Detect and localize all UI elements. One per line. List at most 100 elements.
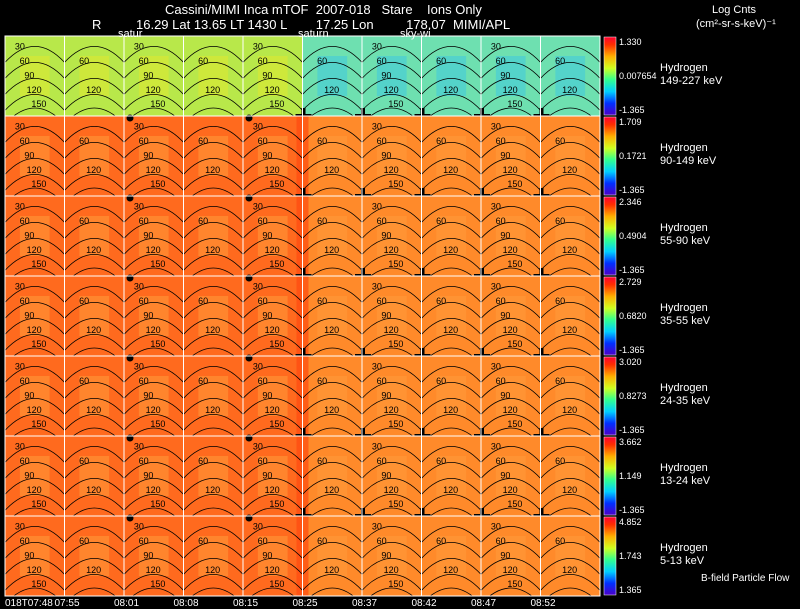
contour-label: 60	[198, 136, 208, 146]
contour-label: 120	[324, 245, 339, 255]
contour-label: 120	[324, 485, 339, 495]
contour-label: 30	[253, 42, 263, 52]
contour-label: 90	[143, 310, 153, 320]
contour-label: 120	[443, 565, 458, 575]
contour-label: 90	[143, 70, 153, 80]
contour-label: 90	[143, 550, 153, 560]
contour-label: 90	[381, 310, 391, 320]
contour-label: 150	[507, 419, 522, 429]
colorbar-max-label: 3.020	[619, 357, 642, 367]
colorbar-max-label: 3.662	[619, 437, 642, 447]
contour-label: 120	[562, 245, 577, 255]
contour-label: 30	[372, 522, 382, 532]
colorbar	[603, 436, 617, 516]
panel-energy-label: 55-90 keV	[660, 235, 711, 247]
contour-label: 60	[555, 56, 565, 66]
contour-label: 60	[555, 296, 565, 306]
colorbar-min-label: 1.365	[619, 585, 642, 595]
contour-label: 60	[258, 136, 268, 146]
contour-label: 60	[555, 136, 565, 146]
contour-label: 120	[265, 85, 280, 95]
contour-label: 150	[388, 99, 403, 109]
contour-label: 150	[31, 339, 46, 349]
panel-species-label: Hydrogen	[660, 382, 708, 394]
time-axis-label: 08:08	[173, 598, 199, 609]
contour-label: 60	[317, 296, 327, 306]
contour-label: 60	[20, 296, 30, 306]
time-axis-label: 08:15	[233, 598, 259, 609]
contour-label: 150	[269, 579, 284, 589]
contour-label: 120	[562, 405, 577, 415]
units-title: Log Cnts	[712, 4, 757, 16]
contour-label: 120	[86, 165, 101, 175]
contour-label: 90	[143, 230, 153, 240]
contour-label: 60	[258, 456, 268, 466]
contour-label: 60	[20, 456, 30, 466]
contour-label: 30	[491, 282, 501, 292]
contour-label: 60	[436, 456, 446, 466]
contour-label: 90	[500, 230, 510, 240]
contour-label: 120	[443, 85, 458, 95]
contour-label: 30	[253, 522, 263, 532]
contour-label: 60	[20, 536, 30, 546]
colorbar-min-label: -1.365	[619, 345, 645, 355]
contour-label: 150	[507, 99, 522, 109]
contour-label: 60	[258, 536, 268, 546]
contour-label: 60	[377, 456, 387, 466]
contour-label: 90	[500, 150, 510, 160]
contour-label: 90	[500, 470, 510, 480]
contour-label: 150	[31, 259, 46, 269]
contour-label: 60	[79, 136, 89, 146]
contour-label: 120	[562, 565, 577, 575]
contour-label: 60	[317, 376, 327, 386]
contour-label: 60	[258, 376, 268, 386]
contour-label: 150	[269, 419, 284, 429]
contour-label: 90	[500, 310, 510, 320]
contour-label: 60	[436, 216, 446, 226]
colorbar-max-label: 1.709	[619, 117, 642, 127]
contour-label: 30	[15, 442, 25, 452]
contour-label: 60	[198, 456, 208, 466]
contour-label: 90	[381, 70, 391, 80]
contour-label: 120	[443, 165, 458, 175]
contour-label: 90	[143, 470, 153, 480]
overlay-label: sky-wi	[400, 28, 431, 40]
contour-label: 60	[317, 456, 327, 466]
contour-label: 150	[507, 339, 522, 349]
panel-energy-label: 24-35 keV	[660, 395, 711, 407]
contour-label: 30	[253, 362, 263, 372]
contour-label: 120	[205, 485, 220, 495]
contour-label: 60	[496, 376, 506, 386]
time-axis-label: 07:55	[54, 598, 80, 609]
contour-label: 60	[317, 136, 327, 146]
contour-label: 30	[491, 522, 501, 532]
contour-label: 30	[15, 522, 25, 532]
contour-label: 150	[150, 179, 165, 189]
contour-label: 60	[79, 296, 89, 306]
colorbar-min-label: -1.365	[619, 265, 645, 275]
contour-label: 60	[436, 136, 446, 146]
contour-label: 60	[436, 376, 446, 386]
contour-label: 60	[258, 216, 268, 226]
contour-label: 120	[562, 485, 577, 495]
contour-label: 60	[377, 216, 387, 226]
time-axis-label: 08:47	[471, 598, 497, 609]
contour-label: 90	[24, 310, 34, 320]
contour-label: 120	[384, 85, 399, 95]
time-axis-label: 08:25	[292, 598, 318, 609]
contour-label: 120	[384, 325, 399, 335]
colorbar-mid-label: 0.1721	[619, 151, 647, 161]
contour-label: 120	[324, 165, 339, 175]
contour-label: 90	[262, 550, 272, 560]
contour-label: 90	[381, 230, 391, 240]
colorbar	[603, 36, 617, 116]
contour-label: 120	[146, 485, 161, 495]
contour-label: 120	[443, 325, 458, 335]
contour-label: 60	[139, 136, 149, 146]
contour-label: 60	[79, 376, 89, 386]
contour-label: 150	[150, 579, 165, 589]
colorbar-mid-label: 0.4904	[619, 231, 647, 241]
contour-label: 90	[381, 470, 391, 480]
contour-label: 90	[262, 390, 272, 400]
contour-label: 150	[388, 579, 403, 589]
